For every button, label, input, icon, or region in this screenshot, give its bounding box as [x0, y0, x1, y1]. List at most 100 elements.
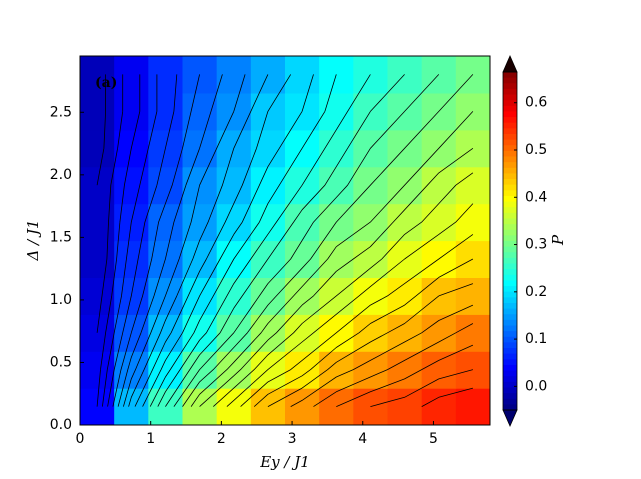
plot-frame	[79, 55, 491, 426]
colorbar-segment	[503, 241, 517, 248]
colorbar-segment	[503, 302, 517, 310]
contour-line	[213, 172, 474, 407]
contour-line	[313, 323, 474, 407]
contour-line	[253, 258, 474, 407]
colorbar-segment	[503, 162, 517, 169]
colorbar-segment	[503, 325, 517, 332]
heat-cell	[455, 388, 490, 425]
heat-cell	[80, 277, 115, 315]
colorbar-segment	[503, 353, 517, 360]
y-tick-label: 1.0	[50, 292, 72, 308]
colorbar-segment	[503, 77, 517, 84]
heat-cell	[114, 240, 149, 278]
colorbar-segment	[503, 88, 517, 96]
colorbar-tick-label: 0.3	[525, 237, 547, 253]
heat-cell	[455, 314, 490, 352]
colorbar-segment	[503, 218, 517, 225]
heat-cell	[148, 166, 184, 205]
colorbar-segment	[503, 105, 517, 112]
colorbar-segment	[503, 139, 517, 146]
contour-line	[370, 369, 474, 407]
x-tick-label: 3	[288, 431, 297, 447]
colorbar-segment	[503, 336, 517, 343]
colorbar-segment	[503, 393, 517, 400]
colorbar-tick-label: 0.4	[525, 189, 547, 205]
heat-cell	[387, 388, 423, 425]
colorbar-segment	[503, 297, 517, 304]
heat-cell	[182, 240, 218, 278]
colorbar-segment	[503, 314, 517, 321]
heat-cell	[455, 129, 490, 168]
colorbar-frame	[502, 71, 518, 411]
heat-cell	[80, 166, 115, 205]
colorbar-segment	[503, 370, 517, 377]
colorbar-label: P	[549, 234, 567, 246]
colorbar-segment	[503, 308, 517, 315]
colorbar-segment	[503, 224, 517, 231]
contour-line	[421, 387, 474, 407]
colorbar-segment	[503, 195, 517, 203]
colorbar-segment	[503, 286, 517, 293]
colorbar-segment	[503, 263, 517, 270]
colorbar-segment	[503, 184, 517, 191]
heat-cell	[114, 166, 149, 205]
colorbar-segment	[503, 291, 517, 298]
colorbar-segment	[503, 348, 517, 355]
heat-cell	[182, 203, 218, 242]
heat-cell	[421, 314, 457, 352]
colorbar-segment	[503, 359, 517, 366]
colorbar-tick-label: 0.2	[525, 284, 547, 300]
heat-cell	[455, 56, 490, 94]
heat-cell	[421, 351, 457, 389]
colorbar-segment	[503, 122, 517, 129]
contour-line	[123, 74, 246, 407]
colorbar-segment	[503, 274, 517, 281]
contour-line	[112, 74, 200, 407]
contour-line	[142, 74, 314, 407]
y-tick-label: 0.5	[50, 354, 72, 370]
heat-cell	[148, 56, 184, 94]
heat-cell	[421, 203, 457, 242]
heat-cell	[285, 314, 320, 352]
x-tick-label: 1	[146, 431, 155, 447]
heat-cell	[148, 388, 184, 425]
x-tick-label: 2	[217, 431, 226, 447]
contour-line	[165, 74, 405, 407]
colorbar-segment	[503, 100, 517, 107]
colorbar-segment	[503, 128, 517, 135]
heat-cell	[455, 203, 490, 242]
heat-cell	[353, 56, 389, 94]
colorbar-segment	[503, 173, 517, 180]
contour-line	[149, 74, 337, 407]
heat-cell	[114, 56, 149, 94]
heat-cell	[387, 56, 423, 94]
heat-cell	[80, 56, 115, 94]
colorbar-segment	[503, 72, 517, 79]
colorbar-tick-label: 0.1	[525, 331, 547, 347]
colorbar-segment	[503, 398, 517, 405]
colorbar-segment	[503, 404, 517, 411]
annotation: (a)	[95, 75, 117, 91]
heat-cell	[80, 92, 115, 131]
heat-cell	[114, 92, 149, 131]
colorbar-segment	[503, 133, 517, 141]
heat-cell	[250, 351, 286, 389]
y-tick-label: 0.0	[50, 417, 72, 433]
colorbar-tick-label: 0.5	[525, 142, 547, 158]
x-axis-label: Ey / J1	[259, 453, 310, 471]
colorbar-segment	[503, 381, 517, 388]
heat-cell	[80, 129, 115, 168]
contour-line	[173, 74, 440, 407]
colorbar-segment	[503, 190, 517, 197]
y-axis-label: Δ / J1	[24, 220, 42, 262]
colorbar-segment	[503, 212, 517, 219]
colorbar-tick-label: 0.0	[525, 378, 547, 394]
contour-line	[134, 74, 292, 407]
heat-cell	[114, 388, 149, 425]
heat-cell	[455, 277, 490, 315]
contour-line	[290, 304, 474, 407]
contour-line	[107, 74, 178, 407]
heat-cell	[387, 314, 423, 352]
colorbar-segment	[503, 319, 517, 326]
colorbar-segment	[503, 167, 517, 174]
